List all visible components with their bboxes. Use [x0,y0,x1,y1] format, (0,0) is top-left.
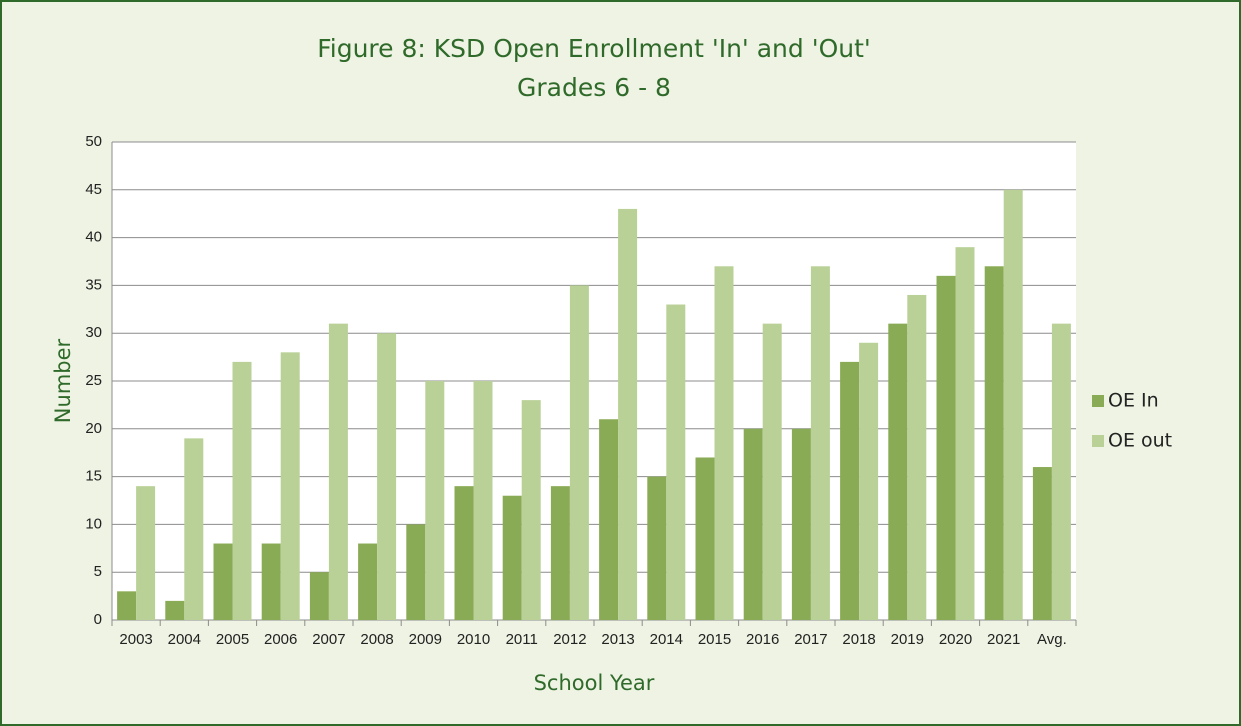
bar [232,361,252,620]
chart-title: Figure 8: KSD Open Enrollment 'In' and '… [317,34,871,63]
bar [618,208,638,621]
bar [550,486,570,620]
x-tick-label: 2020 [939,631,972,648]
x-tick-label: 2012 [553,631,586,648]
x-tick-label: 2003 [119,631,152,648]
x-tick-label: 2016 [746,631,779,648]
bar [762,323,782,620]
y-tick-label: 20 [85,420,102,437]
bar [213,543,233,620]
bar [377,333,397,620]
bar [984,266,1004,620]
bar [406,524,426,620]
bar [1051,323,1071,620]
x-axis-title: School Year [534,671,655,695]
bar [328,323,348,620]
x-tick-label: 2009 [409,631,442,648]
bar [117,591,137,620]
y-tick-label: 25 [85,372,102,389]
y-tick-label: 5 [94,563,102,580]
y-tick-label: 10 [85,515,102,532]
x-tick-label: 2018 [842,631,875,648]
legend-swatch [1092,395,1104,407]
y-tick-label: 50 [85,133,102,150]
y-tick-label: 45 [85,181,102,198]
x-tick-label: 2021 [987,631,1020,648]
x-tick-label: 2013 [601,631,634,648]
bar [936,275,956,620]
y-tick-label: 30 [85,324,102,341]
y-tick-label: 40 [85,229,102,246]
bar [1032,467,1052,620]
y-axis-title: Number [51,338,75,423]
bar [473,381,493,620]
bar [743,428,763,620]
bar [521,400,541,620]
bar [261,543,281,620]
bar [888,323,908,620]
x-tick-label: 2017 [794,631,827,648]
bar [907,294,927,620]
legend-swatch [1092,435,1104,447]
bar [955,247,975,620]
bar [599,419,619,620]
x-tick-label: 2008 [360,631,393,648]
x-tick-label: 2005 [216,631,249,648]
chart-subtitle: Grades 6 - 8 [517,73,671,102]
bar [647,476,667,620]
bar [425,381,445,620]
x-tick-label: 2011 [506,631,538,648]
bar [714,266,734,620]
bar [280,352,300,620]
x-tick-label: 2004 [168,631,201,648]
legend-label: OE In [1108,390,1159,412]
y-tick-label: 35 [85,276,102,293]
x-tick-label: 2007 [312,631,345,648]
x-tick-label: 2015 [698,631,731,648]
bar [859,342,879,620]
bar [358,543,378,620]
x-tick-label: 2019 [891,631,924,648]
bar [136,486,156,620]
bar [502,495,522,620]
x-tick-label: 2010 [457,631,490,648]
bar [569,285,589,620]
bar [810,266,830,620]
bar [184,438,204,620]
bar [791,428,811,620]
bar [309,572,329,620]
bar [840,361,860,620]
bar [1003,189,1023,621]
y-tick-label: 0 [94,611,102,628]
y-tick-label: 15 [85,468,102,485]
bar [695,457,715,620]
bar [454,486,474,620]
x-tick-label: 2006 [264,631,297,648]
x-tick-label: Avg. [1037,631,1067,648]
bar [165,600,185,620]
legend-label: OE out [1108,430,1172,452]
bar [666,304,686,620]
x-tick-label: 2014 [650,631,683,648]
